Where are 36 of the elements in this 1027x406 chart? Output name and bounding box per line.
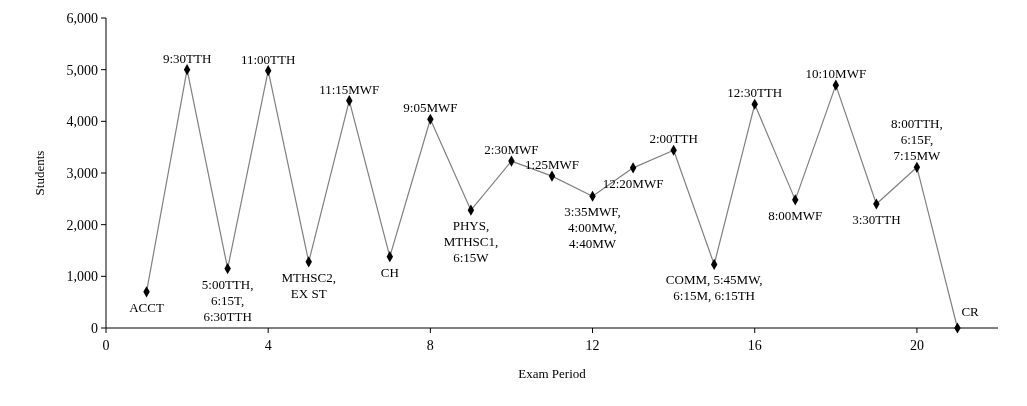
annotation: 8:00MWF [768,207,823,223]
annotation: 3:35MWF, 4:00MW, 4:40MW [564,204,621,252]
y-tick-label: 6,000 [66,10,98,26]
annotation: COMM, 5:45MW, 6:15M, 6:15TH [665,272,763,304]
y-tick-label: 5,000 [66,62,98,78]
annotation: 11:00TTH [240,51,296,67]
annotation: 11:15MWF [319,81,380,97]
y-tick-label: 4,000 [66,114,98,130]
x-tick-label: 8 [426,338,434,353]
annotation: 9:30TTH [162,50,212,66]
y-axis-title: Students [32,150,47,196]
annotation: 5:00TTH, 6:15T, 6:30TTH [201,276,254,324]
x-tick-label: 0 [102,338,110,353]
annotation: PHYS, MTHSC1, 6:15W [443,218,499,266]
annotation: MTHSC2, EX ST [281,269,336,301]
annotation: CH [380,264,399,280]
y-tick-label: 3,000 [66,165,98,181]
y-tick-label: 0 [91,320,98,336]
annotation: 3:30TTH [852,212,901,227]
annotation: 2:00TTH [649,131,698,147]
x-tick-label: 20 [909,338,924,353]
annotation: 12:20MWF [602,175,664,191]
annotation: 2:30MWF [484,142,539,158]
x-axis-title: Exam Period [518,366,587,381]
annotation: 10:10MWF [805,66,867,82]
annotation: 9:05MWF [403,100,458,116]
annotation: CR [961,304,980,319]
y-tick-label: 1,000 [66,269,98,285]
y-tick-label: 2,000 [66,217,98,233]
annotation: 12:30TTH [727,85,783,101]
annotation: 8:00TTH, 6:15F, 7:15MW [891,116,943,164]
x-tick-label: 4 [264,338,272,353]
x-tick-label: 16 [747,338,762,353]
annotation: ACCT [129,299,164,315]
annotation: 1:25MWF [524,157,580,173]
x-tick-label: 12 [585,338,600,353]
